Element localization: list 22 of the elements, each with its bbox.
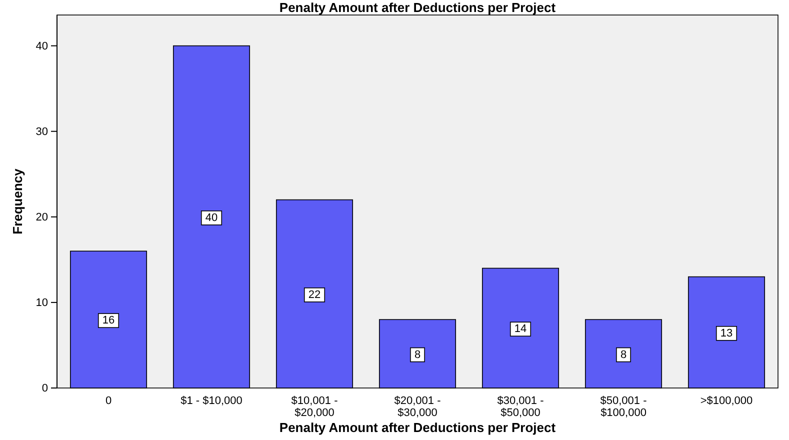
data-label: 22 bbox=[308, 288, 321, 301]
y-tick-label: 10 bbox=[36, 296, 48, 309]
data-label: 14 bbox=[514, 323, 527, 336]
y-tick-label: 0 bbox=[42, 382, 48, 395]
data-label: 13 bbox=[720, 327, 733, 340]
x-tick-label: $20,001 - $30,000 bbox=[394, 394, 442, 419]
y-tick-label: 40 bbox=[36, 40, 48, 52]
chart-title: Penalty Amount after Deductions per Project bbox=[279, 0, 556, 15]
data-label: 8 bbox=[620, 348, 627, 361]
y-axis-title: Frequency bbox=[10, 168, 25, 234]
x-tick-label: 0 bbox=[105, 394, 112, 407]
x-tick-label: $1 - $10,000 bbox=[180, 394, 242, 407]
x-tick-label: $10,001 - $20,000 bbox=[291, 394, 338, 419]
y-tick-label: 20 bbox=[36, 211, 48, 224]
y-tick-label: 30 bbox=[36, 126, 48, 138]
data-label: 16 bbox=[102, 314, 115, 327]
x-tick-label: $50,001 - $100,000 bbox=[600, 394, 648, 419]
x-axis-title: Penalty Amount after Deductions per Project bbox=[279, 420, 556, 435]
x-tick-label: >$100,000 bbox=[700, 394, 753, 407]
data-label: 40 bbox=[205, 212, 218, 224]
data-label: 8 bbox=[414, 348, 421, 361]
x-tick-label: $30,001 - $50,000 bbox=[497, 394, 544, 419]
